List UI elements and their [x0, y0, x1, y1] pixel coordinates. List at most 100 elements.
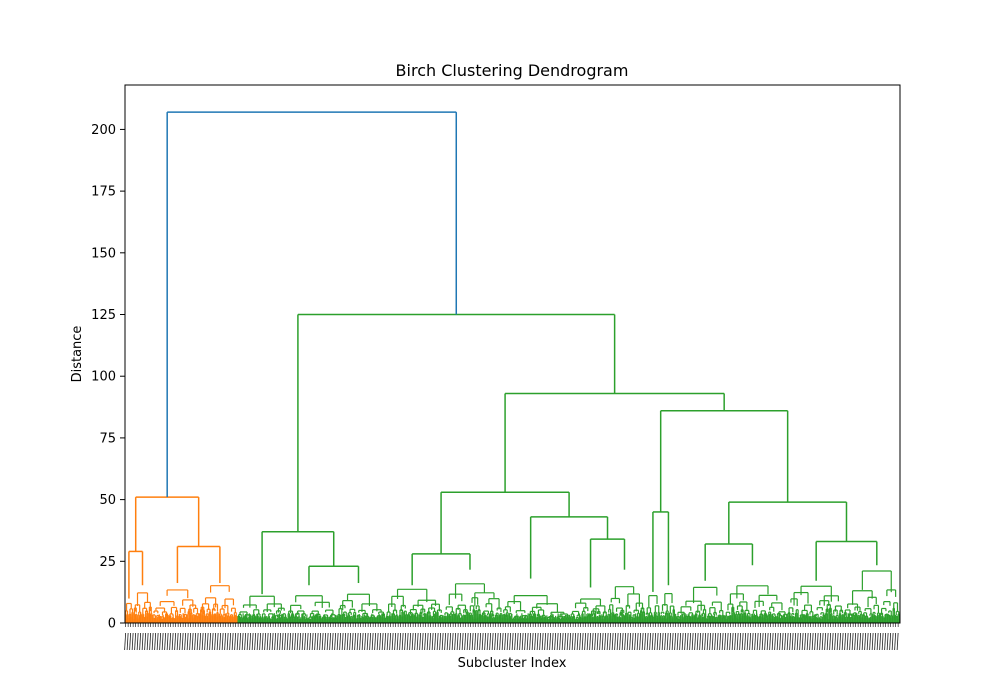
x-tick-label-glyph [181, 632, 184, 651]
x-tick-label-glyph [889, 632, 892, 651]
x-tick-label-glyph [184, 632, 187, 651]
x-tick-label-glyph [739, 632, 742, 651]
x-tick-label-glyph [289, 632, 292, 651]
x-tick-label-glyph [249, 632, 252, 651]
x-tick-label-glyph [464, 632, 467, 651]
x-tick-label-glyph [519, 632, 522, 651]
x-tick-label-glyph [354, 632, 357, 651]
x-tick-label-glyph [559, 632, 562, 651]
x-tick-label-glyph [136, 632, 139, 651]
x-tick-label-glyph [649, 632, 652, 651]
x-tick-label-glyph [486, 632, 489, 651]
x-tick-label-glyph [674, 632, 677, 651]
x-tick-label-glyph [719, 632, 722, 651]
x-tick-label-glyph [724, 632, 727, 651]
x-tick-label-glyph [689, 632, 692, 651]
x-tick-label-glyph [194, 632, 197, 651]
x-tick-label-glyph [746, 632, 749, 651]
x-tick-label-glyph [566, 632, 569, 651]
x-tick-label-glyph [696, 632, 699, 651]
x-tick-label-glyph [406, 632, 409, 651]
x-tick-label-glyph [319, 632, 322, 651]
x-tick-label-glyph [394, 632, 397, 651]
dendrogram-links [128, 111, 878, 599]
x-tick-label-glyph [881, 632, 884, 651]
x-tick-label-glyph [606, 632, 609, 651]
x-tick-label-glyph [781, 632, 784, 651]
x-tick-label-glyph [516, 632, 519, 651]
x-tick-label-glyph [641, 632, 644, 651]
x-tick-label-glyph [199, 632, 202, 651]
x-tick-label-glyph [454, 632, 457, 651]
x-tick-label-glyph [324, 632, 327, 651]
x-tick-label-glyph [571, 632, 574, 651]
x-tick-label-glyph [436, 632, 439, 651]
x-tick-label-glyph [624, 632, 627, 651]
x-tick-label-glyph [659, 632, 662, 651]
x-tick-label-glyph [611, 632, 614, 651]
x-tick-label-glyph [439, 632, 442, 651]
x-tick-label-glyph [484, 632, 487, 651]
x-tick-label-glyph [581, 632, 584, 651]
x-tick-label-glyph [521, 632, 524, 651]
x-tick-label-glyph [151, 632, 154, 651]
x-tick-label-glyph [504, 632, 507, 651]
x-tick-label-glyph [461, 632, 464, 651]
x-tick-label-glyph [854, 632, 857, 651]
x-tick-label-glyph [124, 632, 127, 651]
x-tick-label-glyph [474, 632, 477, 651]
y-tick-label: 100 [91, 370, 116, 385]
x-tick-label-glyph [449, 632, 452, 651]
x-tick-label-glyph [244, 632, 247, 651]
x-tick-label-glyph [286, 632, 289, 651]
x-tick-label-glyph [656, 632, 659, 651]
x-tick-label-glyph [346, 632, 349, 651]
x-tick-label-glyph [699, 632, 702, 651]
x-tick-label-glyph [584, 632, 587, 651]
x-tick-label-glyph [711, 632, 714, 651]
x-tick-label-glyph [646, 632, 649, 651]
x-tick-label-glyph [336, 632, 339, 651]
x-tick-label-glyph [756, 632, 759, 651]
x-tick-label-glyph [466, 632, 469, 651]
x-tick-label-glyph [894, 632, 897, 651]
x-tick-label-glyph [871, 632, 874, 651]
x-tick-label-glyph [146, 632, 149, 651]
x-tick-label-glyph [734, 632, 737, 651]
x-tick-label-glyph [639, 632, 642, 651]
x-tick-label-glyph [374, 632, 377, 651]
x-tick-label-glyph [569, 632, 572, 651]
x-axis-label: Subcluster Index [458, 656, 567, 671]
x-tick-label-glyph [844, 632, 847, 651]
x-tick-label-glyph [266, 632, 269, 651]
x-tick-label-glyph [481, 632, 484, 651]
y-axis-label: Distance [70, 326, 85, 383]
x-tick-label-glyph [411, 632, 414, 651]
x-tick-label-glyph [564, 632, 567, 651]
x-tick-label-glyph [811, 632, 814, 651]
x-tick-label-glyph [544, 632, 547, 651]
x-tick-label-glyph [626, 632, 629, 651]
x-tick-label-glyph [201, 632, 204, 651]
y-tick-label: 125 [91, 308, 116, 323]
x-tick-label-glyph [221, 632, 224, 651]
x-tick-label-glyph [806, 632, 809, 651]
x-tick-label-glyph [274, 632, 277, 651]
x-tick-label-glyph [231, 632, 234, 651]
x-tick-label-glyph [631, 632, 634, 651]
x-tick-label-glyph [191, 632, 194, 651]
x-tick-label-glyph [314, 632, 317, 651]
x-tick-label-glyph [629, 632, 632, 651]
x-tick-label-glyph [451, 632, 454, 651]
x-tick-label-glyph [634, 632, 637, 651]
x-tick-label-glyph [344, 632, 347, 651]
x-tick-label-glyph [661, 632, 664, 651]
x-tick-label-glyph [216, 632, 219, 651]
x-tick-label-glyph [281, 632, 284, 651]
x-tick-label-glyph [269, 632, 272, 651]
x-tick-label-glyph [714, 632, 717, 651]
x-tick-label-glyph [651, 632, 654, 651]
x-tick-label-glyph [361, 632, 364, 651]
x-tick-label-glyph [469, 632, 472, 651]
x-tick-label-glyph [694, 632, 697, 651]
